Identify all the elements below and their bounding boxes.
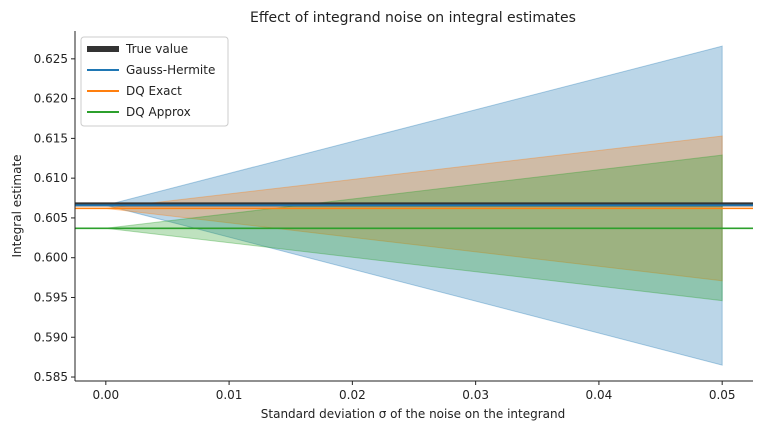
x-ticks: 0.00 0.01 0.02 0.03 0.04 0.05	[92, 381, 736, 402]
legend: True value Gauss-Hermite DQ Exact DQ App…	[80, 36, 229, 127]
y-ticks: 0.585 0.590 0.595 0.600 0.605 0.610 0.615 0.620…	[34, 52, 75, 384]
axes	[74, 31, 753, 382]
x-tick-label: 0.03	[462, 388, 489, 402]
y-tick-label: 0.585	[34, 370, 68, 384]
legend-label-gauss-hermite: Gauss-Hermite	[126, 63, 215, 77]
legend-label-true-value: True value	[125, 42, 188, 56]
x-tick-label: 0.01	[216, 388, 243, 402]
y-tick-label: 0.615	[34, 131, 68, 145]
x-tick-label: 0.02	[339, 388, 366, 402]
legend-label-dq-exact: DQ Exact	[126, 84, 182, 98]
y-tick-label: 0.600	[34, 251, 68, 265]
legend-box	[80, 36, 229, 127]
y-tick-label: 0.605	[34, 211, 68, 225]
x-tick-label: 0.05	[709, 388, 736, 402]
x-tick-label: 0.00	[92, 388, 119, 402]
y-tick-label: 0.595	[34, 290, 68, 304]
series-lines	[75, 202, 753, 230]
y-tick-label: 0.620	[34, 92, 68, 106]
y-axis-label: Integral estimate	[10, 154, 24, 257]
chart-title: Effect of integrand noise on integral es…	[250, 10, 576, 26]
y-tick-label: 0.625	[34, 52, 68, 66]
x-tick-label: 0.04	[586, 388, 613, 402]
y-tick-label: 0.610	[34, 171, 68, 185]
y-tick-label: 0.590	[34, 330, 68, 344]
x-axis-label: Standard deviation σ of the noise on the…	[261, 407, 565, 421]
legend-label-dq-approx: DQ Approx	[126, 105, 191, 119]
